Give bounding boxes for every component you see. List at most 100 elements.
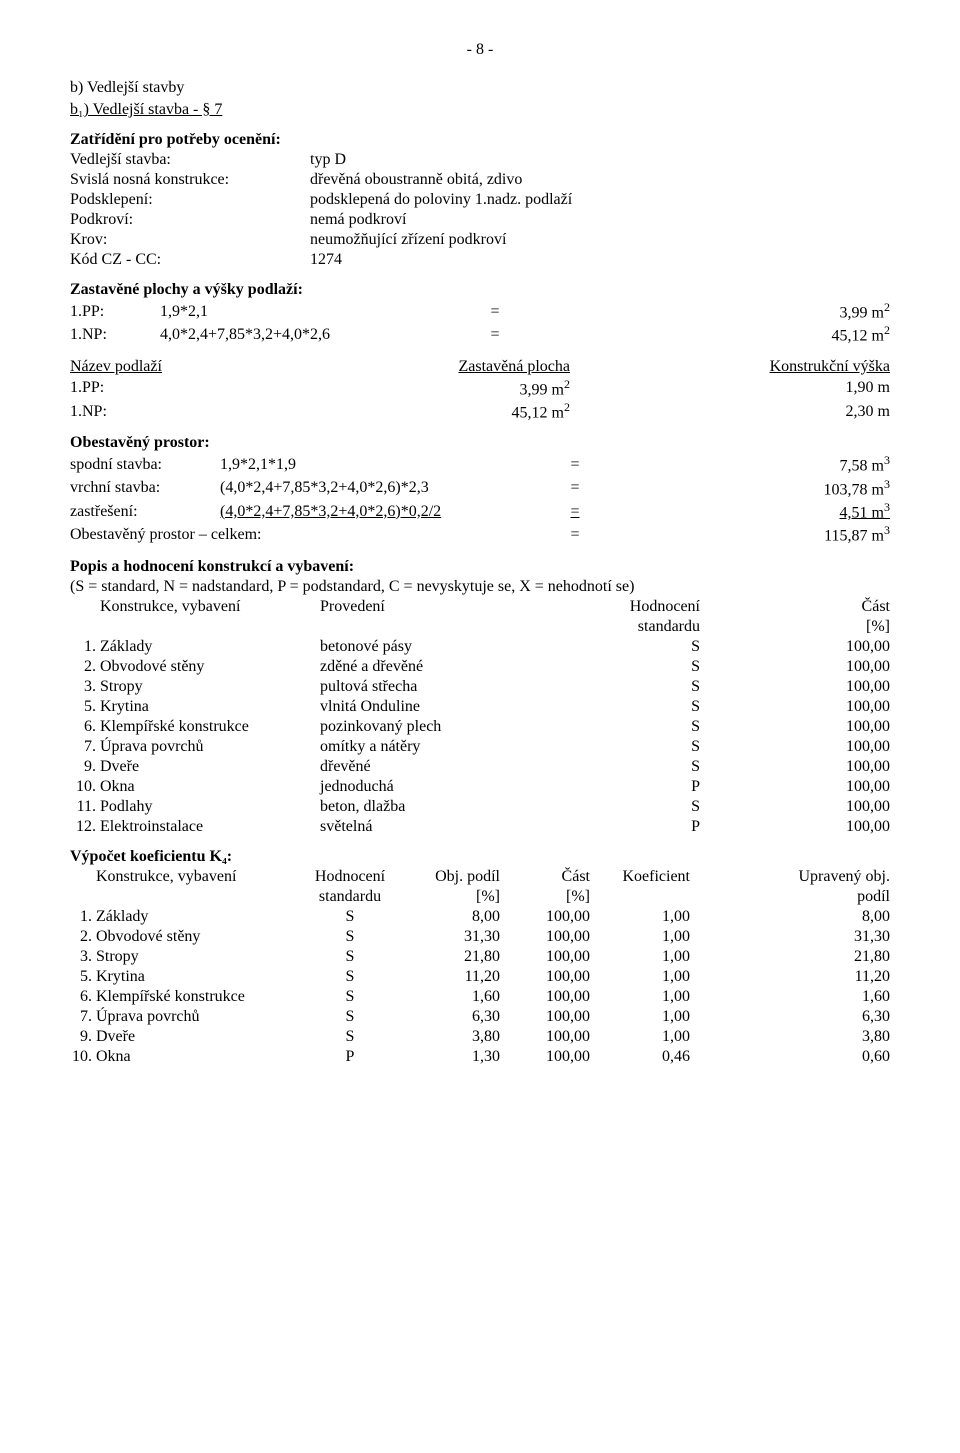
konstrukce-table: Konstrukce, vybavení Provedení Hodnocení… xyxy=(70,597,890,837)
k4-name: Klempířské konstrukce xyxy=(96,987,300,1007)
zp-label: 1.NP: xyxy=(70,323,160,346)
kon-prov: betonové pásy xyxy=(320,637,580,657)
k4-num: 9. xyxy=(70,1027,96,1047)
k4-op: 31,30 xyxy=(400,927,500,947)
kon-hdr: Konstrukce, vybavení xyxy=(100,597,320,617)
k4-up: 11,20 xyxy=(690,967,890,987)
k4-hdr2: standardu xyxy=(300,887,400,907)
k4-cast: 100,00 xyxy=(500,927,590,947)
k4-hod: S xyxy=(300,1027,400,1047)
k4-op: 11,20 xyxy=(400,967,500,987)
op-value: 4,51 m3 xyxy=(590,500,890,523)
table-row: 1.Základybetonové pásyS100,00 xyxy=(70,637,890,657)
kv-value: podsklepená do poloviny 1.nadz. podlaží xyxy=(310,190,890,210)
k4-hod: S xyxy=(300,947,400,967)
op-total-label: Obestavěný prostor – celkem: xyxy=(70,523,560,546)
kon-hod: S xyxy=(580,657,700,677)
zatrideni-heading: Zatřídění pro potřeby ocenění: xyxy=(70,130,890,150)
table-row: 12.ElektroinstalacesvětelnáP100,00 xyxy=(70,817,890,837)
op-eq: = xyxy=(560,523,590,546)
kon-hod: S xyxy=(580,797,700,817)
kon-hod: S xyxy=(580,637,700,657)
table-row: 6.Klempířské konstrukceS1,60100,001,001,… xyxy=(70,987,890,1007)
kon-hod: S xyxy=(580,697,700,717)
kon-prov: pozinkovaný plech xyxy=(320,717,580,737)
k4-hdr: Část xyxy=(500,867,590,887)
op-eq: = xyxy=(560,500,590,523)
op-formula: (4,0*2,4+7,85*3,2+4,0*2,6)*2,3 xyxy=(220,477,560,500)
kon-hod: P xyxy=(580,817,700,837)
kon-prov: zděné a dřevěné xyxy=(320,657,580,677)
k4-num: 10. xyxy=(70,1047,96,1067)
table-row: 10.OknajednoducháP100,00 xyxy=(70,777,890,797)
k4-num: 6. xyxy=(70,987,96,1007)
op-eq: = xyxy=(560,453,590,476)
kon-num: 11. xyxy=(70,797,100,817)
k4-cast: 100,00 xyxy=(500,1007,590,1027)
kon-cast: 100,00 xyxy=(700,697,890,717)
kon-num: 9. xyxy=(70,757,100,777)
kon-prov: dřevěné xyxy=(320,757,580,777)
kon-cast: 100,00 xyxy=(700,817,890,837)
op-formula: 1,9*2,1*1,9 xyxy=(220,453,560,476)
zp-value: 3,99 m2 xyxy=(510,300,890,323)
kv-label: Podkroví: xyxy=(70,210,310,230)
table-row: 7.Úprava povrchůomítky a nátěryS100,00 xyxy=(70,737,890,757)
k4-num: 2. xyxy=(70,927,96,947)
kon-cast: 100,00 xyxy=(700,737,890,757)
k4-hod: S xyxy=(300,927,400,947)
op-eq: = xyxy=(560,477,590,500)
k4-k: 1,00 xyxy=(590,907,690,927)
zp-value: 45,12 m2 xyxy=(510,323,890,346)
k4-name: Obvodové stěny xyxy=(96,927,300,947)
k4-cast: 100,00 xyxy=(500,947,590,967)
kon-num: 7. xyxy=(70,737,100,757)
op-value: 7,58 m3 xyxy=(590,453,890,476)
kon-num: 12. xyxy=(70,817,100,837)
np-height: 2,30 m xyxy=(570,400,890,423)
np-area: 3,99 m2 xyxy=(330,377,570,400)
table-row: 11.Podlahybeton, dlažbaS100,00 xyxy=(70,797,890,817)
k4-k: 1,00 xyxy=(590,987,690,1007)
table-row: 3.Stropypultová střechaS100,00 xyxy=(70,677,890,697)
k4-cast: 100,00 xyxy=(500,1047,590,1067)
kon-num: 3. xyxy=(70,677,100,697)
kon-prov: beton, dlažba xyxy=(320,797,580,817)
k4-up: 3,80 xyxy=(690,1027,890,1047)
table-row: 6.Klempířské konstrukcepozinkovaný plech… xyxy=(70,717,890,737)
table-row: 3.StropyS21,80100,001,0021,80 xyxy=(70,947,890,967)
k4-hdr: Konstrukce, vybavení xyxy=(96,867,300,887)
op-formula: (4,0*2,4+7,85*3,2+4,0*2,6)*0,2/2 xyxy=(220,500,560,523)
kv-value: neumožňující zřízení podkroví xyxy=(310,230,890,250)
zatrideni-table: Vedlejší stavba:typ D Svislá nosná konst… xyxy=(70,150,890,270)
k4-up: 0,60 xyxy=(690,1047,890,1067)
k4-cast: 100,00 xyxy=(500,987,590,1007)
page-number: - 8 - xyxy=(70,40,890,60)
np-table: Název podlaží Zastavěná plocha Konstrukč… xyxy=(70,357,890,424)
kon-name: Krytina xyxy=(100,697,320,717)
kv-value: typ D xyxy=(310,150,890,170)
kon-num: 2. xyxy=(70,657,100,677)
kon-name: Okna xyxy=(100,777,320,797)
kv-value: 1274 xyxy=(310,250,890,270)
kon-num: 6. xyxy=(70,717,100,737)
zp-label: 1.PP: xyxy=(70,300,160,323)
k4-op: 8,00 xyxy=(400,907,500,927)
kon-name: Dveře xyxy=(100,757,320,777)
k4-up: 8,00 xyxy=(690,907,890,927)
op-value: 103,78 m3 xyxy=(590,477,890,500)
kv-label: Svislá nosná konstrukce: xyxy=(70,170,310,190)
zp-eq: = xyxy=(480,323,510,346)
k4-k: 1,00 xyxy=(590,1027,690,1047)
kv-label: Vedlejší stavba: xyxy=(70,150,310,170)
k4-op: 6,30 xyxy=(400,1007,500,1027)
k4-up: 1,60 xyxy=(690,987,890,1007)
kon-name: Stropy xyxy=(100,677,320,697)
k4-up: 21,80 xyxy=(690,947,890,967)
table-row: 5.KrytinaS11,20100,001,0011,20 xyxy=(70,967,890,987)
np-hdr: Konstrukční výška xyxy=(570,357,890,377)
kon-hod: S xyxy=(580,677,700,697)
zp-table: 1.PP: 1,9*2,1 = 3,99 m2 1.NP: 4,0*2,4+7,… xyxy=(70,300,890,347)
kon-hod: P xyxy=(580,777,700,797)
k4-k: 1,00 xyxy=(590,947,690,967)
